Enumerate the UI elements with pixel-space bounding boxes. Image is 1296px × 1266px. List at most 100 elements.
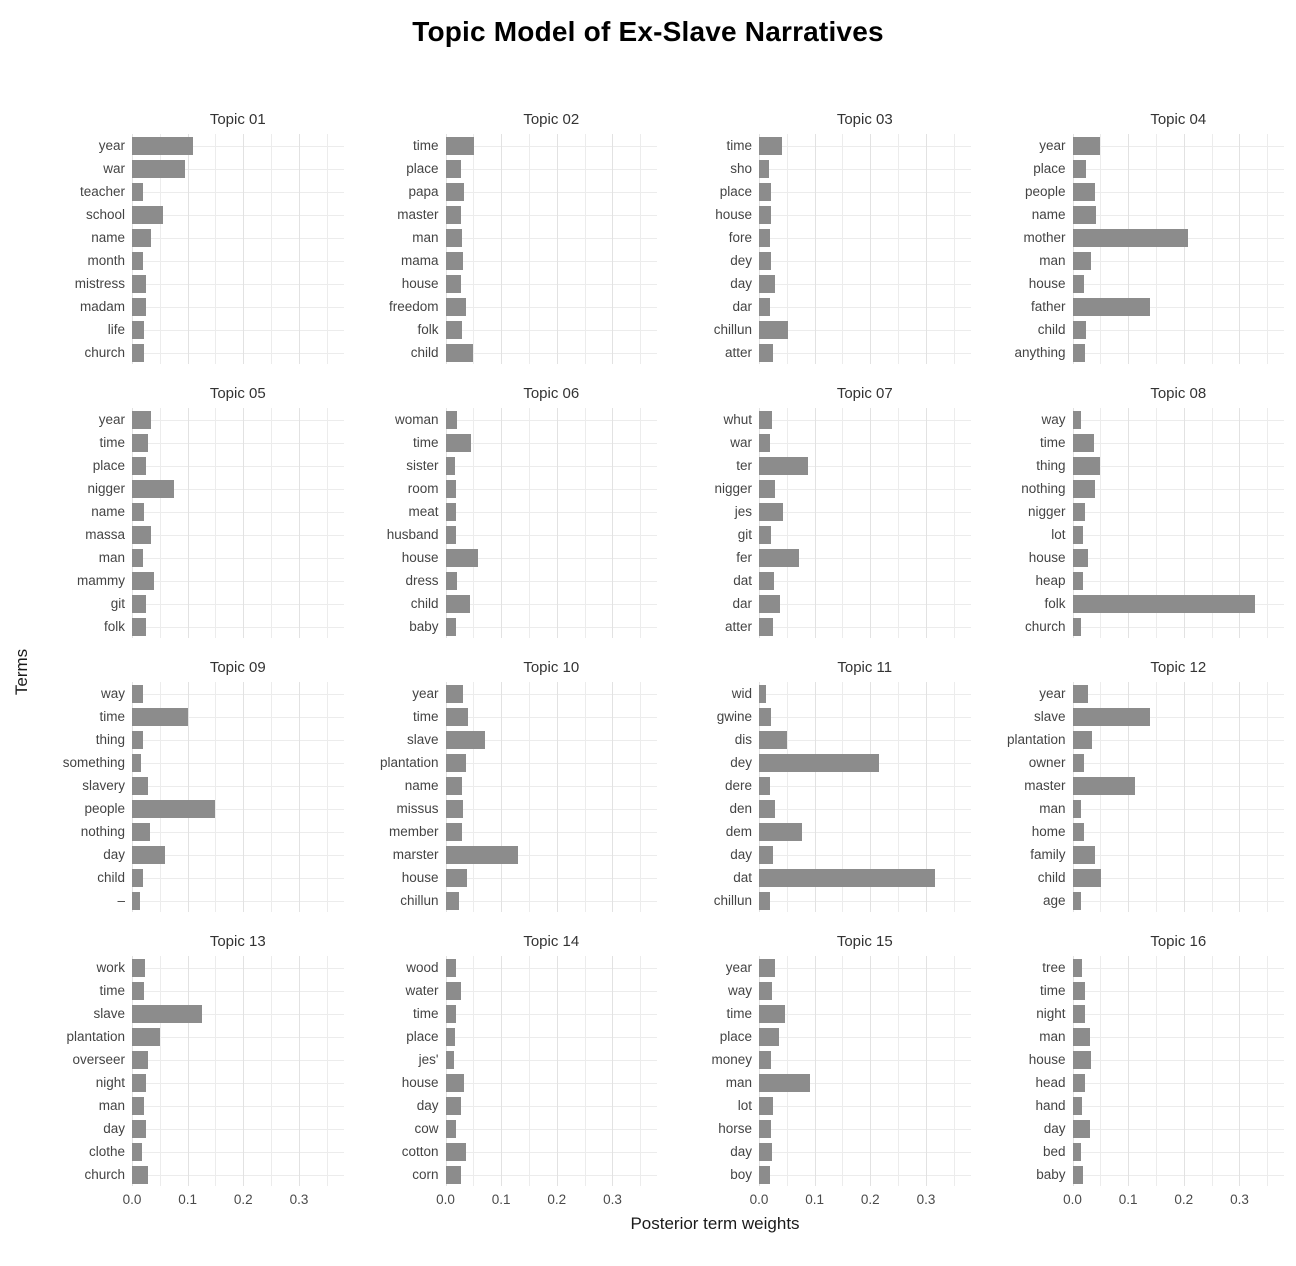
gridline-horizontal: [445, 145, 657, 147]
term-label: life: [107, 322, 125, 337]
bar: [1072, 707, 1151, 726]
gridline-horizontal: [759, 419, 971, 421]
gridline-vertical: [870, 408, 872, 638]
gridline-vertical: [1100, 408, 1102, 638]
gridline-vertical: [925, 408, 927, 638]
gridline-horizontal: [445, 693, 657, 695]
gridline-horizontal: [132, 306, 344, 308]
bar: [759, 410, 772, 429]
bar: [445, 251, 464, 270]
gridline-horizontal: [132, 1128, 344, 1130]
gridline-horizontal: [132, 214, 344, 216]
term-label: plantation: [379, 755, 439, 770]
facet-body: year slave plantation owner master man home fam…: [987, 682, 1284, 912]
gridline-vertical: [584, 408, 586, 638]
term-label: master: [397, 207, 439, 222]
term-label: month: [87, 253, 125, 268]
bar: [759, 228, 771, 247]
page-title: Topic Model of Ex-Slave Narratives: [412, 16, 884, 47]
term-label: member: [388, 824, 439, 839]
gridline-horizontal: [759, 442, 971, 444]
facet-title: Topic 07: [836, 385, 893, 402]
gridline-horizontal: [445, 1036, 657, 1038]
gridline-vertical: [1239, 134, 1241, 364]
gridline-vertical: [953, 956, 955, 1186]
x-tick-label: 0.2: [1174, 1192, 1194, 1207]
facet-body: time place papa master man mama house freedom fo…: [360, 134, 657, 364]
term-label: ter: [736, 458, 752, 473]
bar: [445, 228, 462, 247]
gridline-horizontal: [132, 352, 344, 354]
chart-area: Topic 01 year war teacher school name month mis…: [0, 52, 1296, 1234]
gridline-horizontal: [1072, 808, 1284, 810]
gridline-vertical: [215, 956, 217, 1186]
gridline-vertical: [243, 682, 245, 912]
term-label: night: [1036, 1006, 1066, 1021]
term-label: day: [103, 1121, 125, 1136]
term-labels: year time place nigger name massa man mammy git f…: [46, 408, 132, 638]
facet-body: way time thing nothing nigger lot house heap fol…: [987, 408, 1284, 638]
gridline-vertical: [159, 956, 161, 1186]
gridline-horizontal: [1072, 762, 1284, 764]
gridline-vertical: [1072, 134, 1074, 364]
gridline-horizontal: [759, 1082, 971, 1084]
gridline-vertical: [159, 682, 161, 912]
term-label: man: [412, 230, 439, 245]
plot-panel: [445, 682, 657, 912]
gridline-horizontal: [445, 1151, 657, 1153]
gridline-vertical: [298, 408, 300, 638]
facet-body: year place people name mother man house father c…: [987, 134, 1284, 364]
term-label: money: [711, 1052, 752, 1067]
term-label: dere: [724, 778, 752, 793]
facet-title: Topic 02: [523, 111, 580, 128]
gridline-vertical: [473, 956, 475, 1186]
gridline-vertical: [445, 408, 447, 638]
term-label: home: [1031, 824, 1066, 839]
term-label: people: [84, 801, 125, 816]
gridline-vertical: [1267, 134, 1269, 364]
term-label: woman: [394, 412, 439, 427]
term-label: day: [730, 847, 752, 862]
gridline-horizontal: [445, 329, 657, 331]
facet-body: time sho place house fore dey day dar chillun att…: [673, 134, 971, 364]
gridline-vertical: [786, 956, 788, 1186]
x-axis: 0.0 0.1 0.2 0.3: [750, 1186, 971, 1210]
facet-topic-04: Topic 04 year place people name mother man hous…: [987, 110, 1284, 364]
gridline-horizontal: [1072, 900, 1284, 902]
gridline-vertical: [1100, 682, 1102, 912]
x-tick-label: 0.1: [178, 1192, 198, 1207]
gridline-horizontal: [445, 626, 657, 628]
term-label: place: [406, 1029, 439, 1044]
term-label: man: [1039, 1029, 1066, 1044]
bar: [1072, 684, 1089, 703]
gridline-vertical: [326, 682, 328, 912]
bar: [445, 1027, 455, 1046]
gridline-vertical: [132, 134, 133, 364]
bar: [759, 502, 783, 521]
gridline-horizontal: [445, 214, 657, 216]
gridline-vertical: [814, 134, 816, 364]
gridline-vertical: [814, 956, 816, 1186]
bar: [445, 410, 458, 429]
plot-panel: [759, 682, 971, 912]
bar: [1072, 822, 1085, 841]
gridline-horizontal: [759, 967, 971, 969]
term-label: cotton: [401, 1144, 439, 1159]
facet-title: Topic 06: [523, 385, 580, 402]
plot-panel: [759, 956, 971, 1186]
gridline-vertical: [326, 134, 328, 364]
bar: [132, 1050, 148, 1069]
term-label: mama: [400, 253, 439, 268]
term-label: nothing: [1021, 481, 1066, 496]
gridline-horizontal: [445, 306, 657, 308]
gridline-horizontal: [1072, 1013, 1284, 1015]
bar: [759, 320, 789, 339]
term-label: man: [725, 1075, 752, 1090]
bar: [132, 251, 144, 270]
gridline-horizontal: [132, 580, 344, 582]
gridline-horizontal: [759, 1036, 971, 1038]
bar: [445, 753, 466, 772]
bar: [445, 730, 486, 749]
term-label: boy: [730, 1167, 752, 1182]
term-label: bed: [1042, 1144, 1066, 1159]
